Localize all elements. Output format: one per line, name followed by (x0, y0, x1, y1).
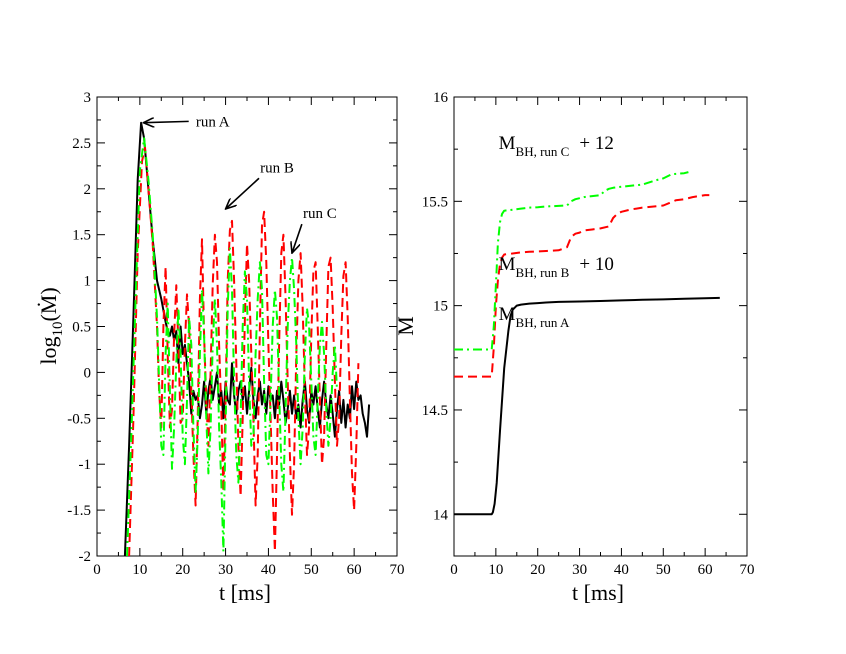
left-annotation-label: run A (196, 114, 230, 130)
right-y-tick-label: 16 (433, 90, 449, 106)
svg-text:log10(Ṁ): log10(Ṁ) (36, 287, 66, 364)
right-series-line-m-bh-run-a (454, 296, 720, 516)
right-annotation-label: MBH, run B + 10 (499, 254, 614, 280)
left-y-tick-label: 0 (84, 365, 92, 381)
left-y-tick-label: 2.5 (72, 136, 91, 152)
annotation-sub: BH, run A (516, 315, 570, 330)
left-x-tick-label: 60 (347, 562, 362, 578)
right-x-tick-label: 50 (656, 562, 671, 578)
left-annotations: run A run B run C (143, 114, 337, 253)
left-y-tick-label: -2 (79, 549, 92, 565)
left-x-tick-label: 70 (390, 562, 405, 578)
left-x-tick-label: 0 (93, 562, 101, 578)
right-x-tick-label: 0 (450, 562, 458, 578)
left-y-axis-title-tail: (Ṁ) (36, 287, 61, 321)
left-x-tick-label: 20 (175, 562, 190, 578)
left-annotation-arrow (292, 223, 303, 253)
annotation-main: M (499, 133, 516, 154)
left-y-axis-title-sub: 10 (50, 322, 66, 337)
right-plot-series (454, 171, 720, 516)
left-x-axis-title: t [ms] (219, 580, 271, 605)
annotation-sub: BH, run B (516, 265, 570, 280)
right-series-line-m-bh-run-b-10 (454, 194, 710, 378)
left-y-tick-label: 0.5 (72, 320, 91, 336)
right-x-tick-label: 70 (740, 562, 755, 578)
right-series-line-m-bh-run-c-12 (454, 171, 689, 351)
right-y-axis-title: M (393, 316, 418, 336)
left-y-tick-label: -1.5 (67, 503, 91, 519)
annotation-main: M (499, 254, 516, 275)
left-annotation-arrow (143, 121, 189, 122)
left-x-tick-label: 30 (218, 562, 233, 578)
annotation-main: M (499, 304, 516, 325)
annotation-tail: + 12 (579, 133, 613, 154)
left-y-tick-label: -1 (79, 457, 92, 473)
left-x-tick-label: 40 (261, 562, 276, 578)
left-series-line-run-b (128, 146, 360, 556)
annotation-sub: BH, run C (516, 144, 570, 159)
left-plot-series (123, 121, 371, 556)
right-axis-ticks: 0 10 20 30 40 50 60 70 14 14.5 15 15.5 16 (422, 90, 755, 578)
left-x-tick-label: 50 (304, 562, 319, 578)
left-annotation-arrow (226, 177, 260, 209)
svg-text:M: M (393, 316, 418, 336)
annotation-tail: + 10 (579, 254, 613, 275)
left-axis-ticks: 0 10 20 30 40 50 60 70 -2 -1.5 -1 -0.5 0 0.5 1 1.5 2 2.5 3 (67, 90, 404, 578)
left-series-line-run-a (123, 121, 371, 556)
right-x-axis-title: t [ms] (572, 580, 624, 605)
left-y-tick-label: 2 (84, 182, 92, 198)
right-x-tick-label: 10 (488, 562, 503, 578)
right-y-tick-label: 14.5 (422, 403, 448, 419)
right-plot-frame (453, 96, 748, 557)
right-annotation-label: MBH, run A (499, 304, 570, 330)
left-y-tick-label: 3 (84, 90, 92, 106)
left-y-tick-label: 1.5 (72, 228, 91, 244)
right-y-tick-label: 14 (433, 507, 449, 523)
right-x-tick-label: 30 (572, 562, 587, 578)
left-annotation-label: run B (260, 160, 294, 176)
left-y-tick-label: -0.5 (67, 411, 91, 427)
right-x-tick-label: 20 (530, 562, 545, 578)
left-y-axis-title-main: log (36, 337, 61, 365)
left-y-axis-title: log10(Ṁ) (36, 287, 66, 364)
right-x-tick-label: 40 (614, 562, 629, 578)
right-y-tick-label: 15.5 (422, 194, 448, 210)
left-y-tick-label: 1 (84, 274, 92, 290)
right-x-tick-label: 60 (698, 562, 713, 578)
left-annotation-label: run C (303, 206, 337, 222)
left-series-line-run-c (126, 137, 338, 556)
right-annotation-label: MBH, run C + 12 (499, 133, 614, 159)
left-x-tick-label: 10 (132, 562, 147, 578)
right-y-tick-label: 15 (433, 299, 448, 315)
